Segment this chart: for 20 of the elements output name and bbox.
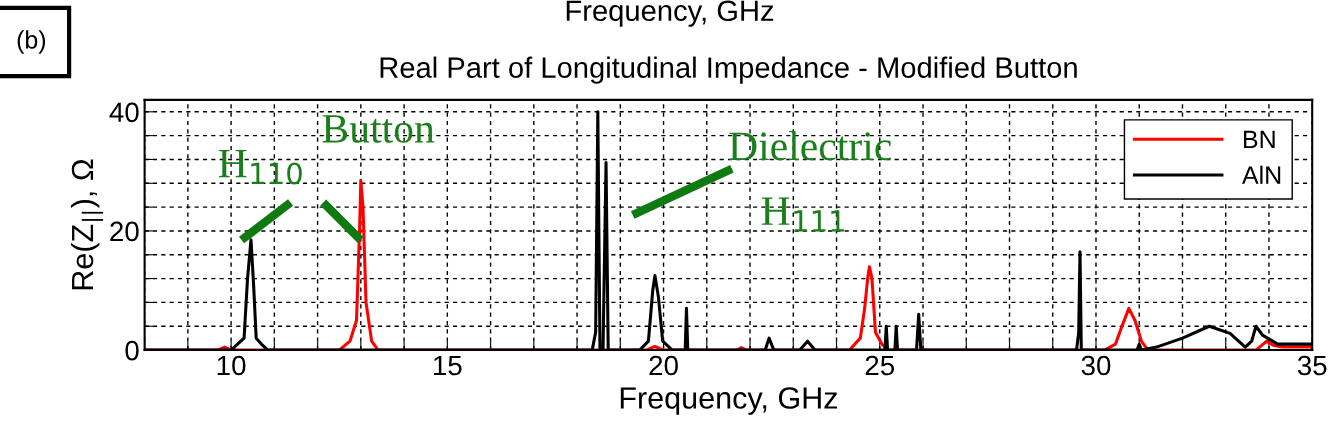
y-axis-title: Re(Z$_{||}$), Ω — [70, 159, 104, 290]
x-tick-label: 30 — [1081, 355, 1111, 376]
x-tick-label: 15 — [434, 355, 462, 376]
x-tick-label: 35 — [1297, 355, 1327, 376]
x-tick-label: 25 — [865, 355, 895, 376]
x-axis-title: Frequency, GHz — [620, 387, 837, 415]
annotation: Button — [322, 115, 435, 143]
annotation: Dielectric — [729, 131, 891, 161]
x-tick-label: 20 — [649, 355, 678, 376]
y-tick-label: 20 — [110, 221, 139, 242]
legend-label: AlN — [1241, 165, 1281, 184]
chart-title: Real Part of Longitudinal Impedance - Modified Button — [380, 56, 1077, 84]
annotation: H$_{110}$ — [218, 149, 302, 185]
text: (b) — [17, 30, 46, 54]
y-tick-label: 40 — [109, 102, 139, 123]
y-tick-label: 0 — [125, 340, 139, 361]
x-tick-label: 10 — [217, 355, 246, 376]
annotation: H$_{111}$ — [761, 197, 845, 232]
text: Frequency, GHz — [566, 0, 774, 27]
legend-label: BN — [1243, 130, 1275, 149]
